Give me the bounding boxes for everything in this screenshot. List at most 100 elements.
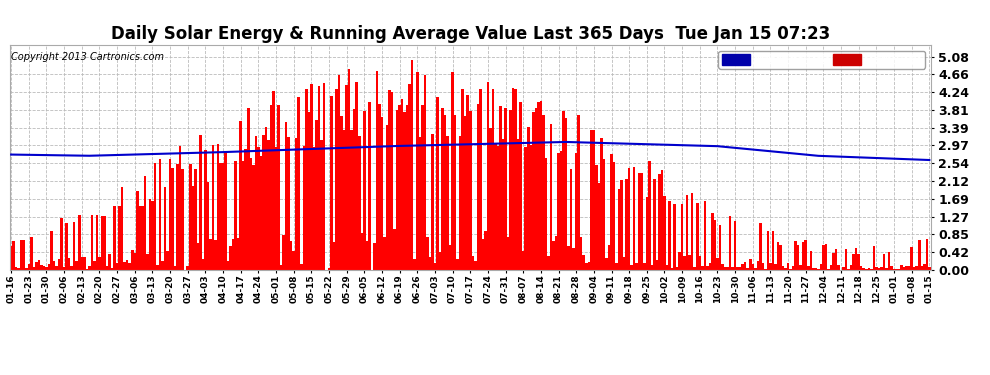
Bar xyxy=(227,261,230,270)
Bar xyxy=(248,108,249,270)
Bar xyxy=(375,71,378,270)
Bar xyxy=(347,69,350,270)
Bar xyxy=(532,112,535,270)
Bar xyxy=(18,268,20,270)
Bar xyxy=(80,257,83,270)
Bar xyxy=(916,267,918,270)
Bar xyxy=(671,268,673,270)
Bar xyxy=(668,201,671,270)
Bar xyxy=(119,206,121,270)
Bar xyxy=(409,84,411,270)
Bar xyxy=(353,109,355,270)
Bar xyxy=(784,268,787,270)
Bar xyxy=(535,108,538,270)
Bar xyxy=(280,265,282,270)
Bar xyxy=(544,158,547,270)
Bar xyxy=(235,161,237,270)
Bar xyxy=(139,206,141,270)
Bar xyxy=(921,266,923,270)
Bar xyxy=(386,125,388,270)
Bar xyxy=(820,264,822,270)
Bar xyxy=(913,267,916,270)
Bar xyxy=(883,255,885,270)
Bar xyxy=(650,265,653,270)
Bar xyxy=(23,240,25,270)
Bar xyxy=(852,254,855,270)
Bar xyxy=(828,269,830,270)
Bar xyxy=(641,172,644,270)
Bar xyxy=(78,216,80,270)
Bar xyxy=(144,176,147,270)
Bar xyxy=(33,267,35,270)
Bar xyxy=(631,265,633,270)
Bar xyxy=(835,249,838,270)
Bar xyxy=(98,257,101,270)
Bar xyxy=(35,262,38,270)
Bar xyxy=(645,197,648,270)
Bar xyxy=(719,225,722,270)
Bar xyxy=(686,195,688,270)
Bar xyxy=(608,246,610,270)
Bar xyxy=(847,269,849,270)
Bar xyxy=(341,116,343,270)
Bar xyxy=(867,268,870,270)
Title: Daily Solar Energy & Running Average Value Last 365 Days  Tue Jan 15 07:23: Daily Solar Energy & Running Average Val… xyxy=(111,26,830,44)
Bar xyxy=(559,151,562,270)
Bar xyxy=(751,264,754,270)
Bar xyxy=(242,160,245,270)
Bar xyxy=(68,258,70,270)
Bar xyxy=(437,97,439,270)
Bar xyxy=(131,250,134,270)
Bar xyxy=(727,267,729,270)
Bar xyxy=(761,263,764,270)
Bar xyxy=(108,254,111,270)
Bar xyxy=(55,266,57,270)
Bar xyxy=(453,115,456,270)
Bar xyxy=(600,138,603,270)
Bar xyxy=(171,168,174,270)
Bar xyxy=(225,153,227,270)
Bar xyxy=(174,266,176,270)
Bar xyxy=(492,89,494,270)
Bar xyxy=(817,269,820,270)
Legend: Average  ($), Daily  ($): Average ($), Daily ($) xyxy=(719,51,925,69)
Bar xyxy=(489,128,492,270)
Bar xyxy=(766,231,769,270)
Bar xyxy=(739,267,742,270)
Bar xyxy=(264,127,267,270)
Bar xyxy=(124,262,126,270)
Bar xyxy=(199,135,202,270)
Bar xyxy=(161,261,163,270)
Bar xyxy=(383,237,386,270)
Bar xyxy=(754,268,756,270)
Bar xyxy=(75,261,78,270)
Bar xyxy=(232,239,235,270)
Bar xyxy=(134,253,136,270)
Bar xyxy=(567,246,570,270)
Bar xyxy=(911,248,913,270)
Bar xyxy=(103,216,106,270)
Bar xyxy=(479,88,481,270)
Bar xyxy=(245,149,248,270)
Bar xyxy=(549,124,552,270)
Bar xyxy=(267,140,269,270)
Bar xyxy=(844,249,847,270)
Bar xyxy=(862,268,865,270)
Bar xyxy=(158,159,161,270)
Bar xyxy=(28,264,30,270)
Bar xyxy=(401,99,403,270)
Bar xyxy=(222,163,225,270)
Bar xyxy=(605,258,608,270)
Bar xyxy=(429,256,432,270)
Bar xyxy=(466,96,469,270)
Bar xyxy=(308,112,310,270)
Bar xyxy=(499,106,502,270)
Bar xyxy=(416,72,419,270)
Bar xyxy=(618,189,621,270)
Bar xyxy=(926,238,928,270)
Bar xyxy=(163,187,166,270)
Text: Copyright 2013 Cartronics.com: Copyright 2013 Cartronics.com xyxy=(11,52,163,62)
Bar xyxy=(833,253,835,270)
Bar xyxy=(217,144,219,270)
Bar xyxy=(734,221,737,270)
